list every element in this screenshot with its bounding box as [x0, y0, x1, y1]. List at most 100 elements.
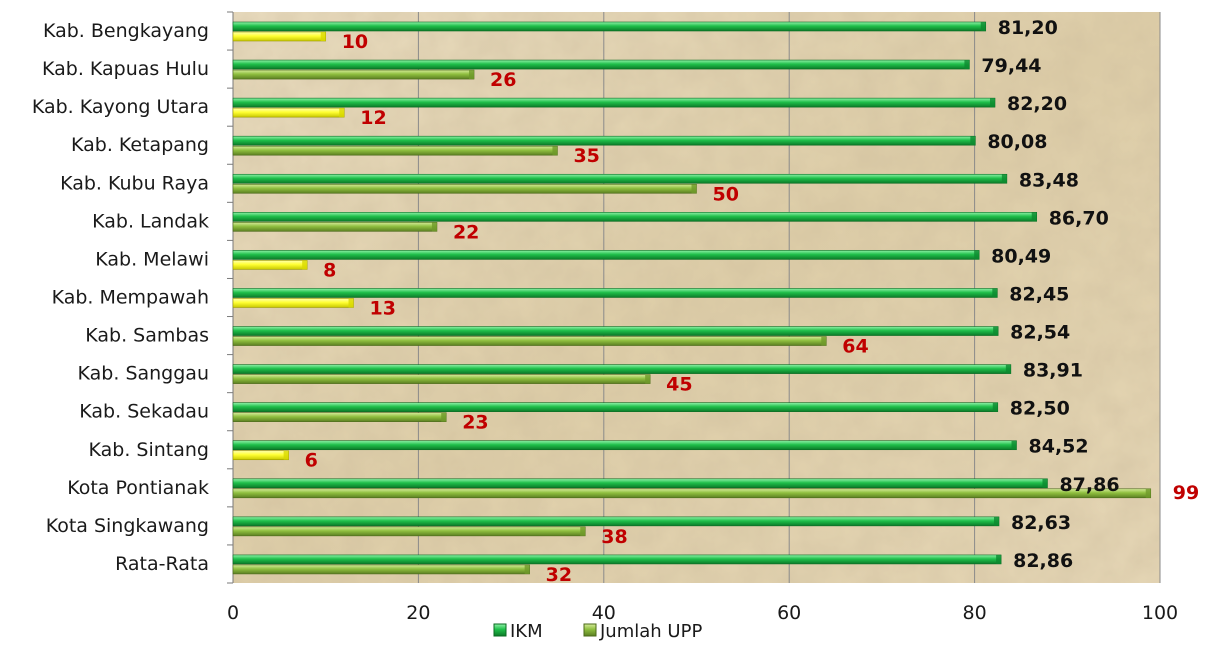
bar-ikm-end: [996, 554, 1002, 564]
bar-upp: [232, 526, 586, 537]
data-label-upp: 35: [573, 145, 599, 167]
bar-ikm: [232, 59, 970, 70]
data-label-upp: 45: [666, 374, 692, 396]
bar-ikm: [232, 135, 976, 146]
bar-upp: [232, 374, 651, 384]
labels: 0 20 40 60 80 100 Kab. Bengkayang 81,20 10 Kab. K…: [32, 17, 1199, 624]
bar-ikm-end: [970, 136, 976, 146]
data-label-ikm: 80,49: [991, 245, 1051, 267]
bar-ikm: [232, 440, 1017, 451]
legend-swatch-upp: [583, 623, 597, 637]
bar-ikm-end: [964, 60, 970, 70]
data-label-ikm: 83,91: [1023, 360, 1083, 382]
bar-upp: [232, 412, 447, 422]
bar-ikm-end: [980, 22, 986, 31]
category-label: Kab. Sambas: [85, 325, 209, 347]
bar-ikm-end: [1011, 440, 1017, 450]
data-label-upp: 6: [305, 450, 318, 472]
bar-ikm: [232, 173, 1008, 184]
legend-label-ikm: IKM: [510, 621, 543, 642]
bar-ikm: [232, 364, 1012, 374]
bar-upp: [232, 107, 345, 118]
bar-ikm: [232, 326, 999, 336]
category-label: Kab. Ketapang: [71, 134, 209, 156]
data-label-upp: 26: [490, 69, 516, 91]
data-label-ikm: 82,54: [1010, 322, 1070, 344]
bar-ikm: [232, 97, 996, 108]
category-label: Kab. Kayong Utara: [32, 96, 209, 118]
data-label-upp: 8: [323, 259, 336, 281]
x-tick-label-100: 100: [1142, 602, 1178, 624]
bar-upp-end: [441, 412, 447, 422]
data-label-upp: 12: [360, 107, 386, 129]
category-label: Kab. Sanggau: [78, 363, 209, 385]
bar-ikm: [232, 250, 980, 260]
bar-ikm: [232, 288, 998, 298]
data-label-ikm: 79,44: [981, 55, 1041, 77]
bar-ikm: [232, 554, 1002, 565]
bar-upp: [232, 564, 530, 575]
category-label: Kota Singkawang: [46, 515, 209, 537]
data-label-ikm: 82,63: [1011, 512, 1071, 534]
data-label-upp: 38: [601, 526, 627, 548]
category-label: Kab. Melawi: [95, 248, 209, 270]
data-label-upp: 50: [713, 183, 739, 205]
bar-upp: [232, 298, 354, 308]
bar-upp-end: [580, 526, 586, 536]
data-label-upp: 32: [546, 564, 572, 586]
data-label-ikm: 86,70: [1049, 207, 1109, 229]
bar-upp-end: [469, 70, 475, 80]
bar-ikm: [232, 212, 1038, 222]
data-label-upp: 23: [462, 412, 488, 434]
legend-label-upp: Jumlah UPP: [599, 621, 702, 642]
bar-upp-end: [552, 146, 558, 156]
data-label-upp: 10: [342, 31, 368, 53]
data-label-ikm: 82,20: [1007, 93, 1067, 115]
category-label: Kota Pontianak: [67, 477, 209, 499]
bar-upp: [232, 69, 475, 80]
bar-upp: [232, 488, 1152, 499]
bar-ikm-end: [989, 98, 995, 108]
data-label-upp: 99: [1173, 482, 1199, 504]
data-label-ikm: 82,45: [1009, 283, 1069, 305]
category-label: Kab. Kubu Raya: [60, 172, 209, 194]
bar-ikm: [232, 402, 999, 412]
bar-ikm-end: [1005, 364, 1011, 374]
bar-ikm-end: [992, 288, 998, 298]
bar-ikm: [232, 516, 1000, 527]
bar-upp-end: [524, 564, 530, 574]
x-tick-label-60: 60: [777, 602, 801, 624]
data-label-upp: 64: [842, 336, 868, 358]
data-label-ikm: 81,20: [998, 17, 1058, 39]
x-tick-label-0: 0: [227, 602, 239, 624]
category-label: Kab. Sekadau: [79, 401, 209, 423]
bar-ikm-end: [992, 402, 998, 412]
bar-upp: [232, 260, 308, 270]
bar-ikm-end: [1042, 478, 1048, 488]
category-label: Kab. Landak: [92, 210, 209, 232]
bar-upp: [232, 31, 326, 42]
bar-upp: [232, 145, 558, 156]
bar-upp-end: [645, 374, 651, 384]
data-label-upp: 13: [370, 297, 396, 319]
data-label-ikm: 83,48: [1019, 169, 1079, 191]
bar-ikm-end: [1001, 174, 1007, 184]
x-tick-label-80: 80: [963, 602, 987, 624]
bar-upp: [232, 222, 438, 232]
bar-upp: [232, 183, 697, 194]
legend-swatch-ikm: [493, 623, 507, 637]
bar-upp-end: [283, 450, 289, 460]
bar-upp-end: [348, 298, 354, 308]
category-label: Kab. Mempawah: [52, 287, 209, 309]
bars: [232, 21, 1152, 575]
data-label-ikm: 87,86: [1059, 474, 1119, 496]
bar-upp-end: [1145, 488, 1151, 498]
bar-upp-end: [821, 336, 827, 346]
bar-ikm-end: [993, 516, 999, 526]
bar-upp: [232, 336, 827, 346]
x-tick-label-20: 20: [406, 602, 430, 624]
bar-ikm: [232, 21, 987, 32]
data-label-ikm: 82,86: [1013, 550, 1073, 572]
